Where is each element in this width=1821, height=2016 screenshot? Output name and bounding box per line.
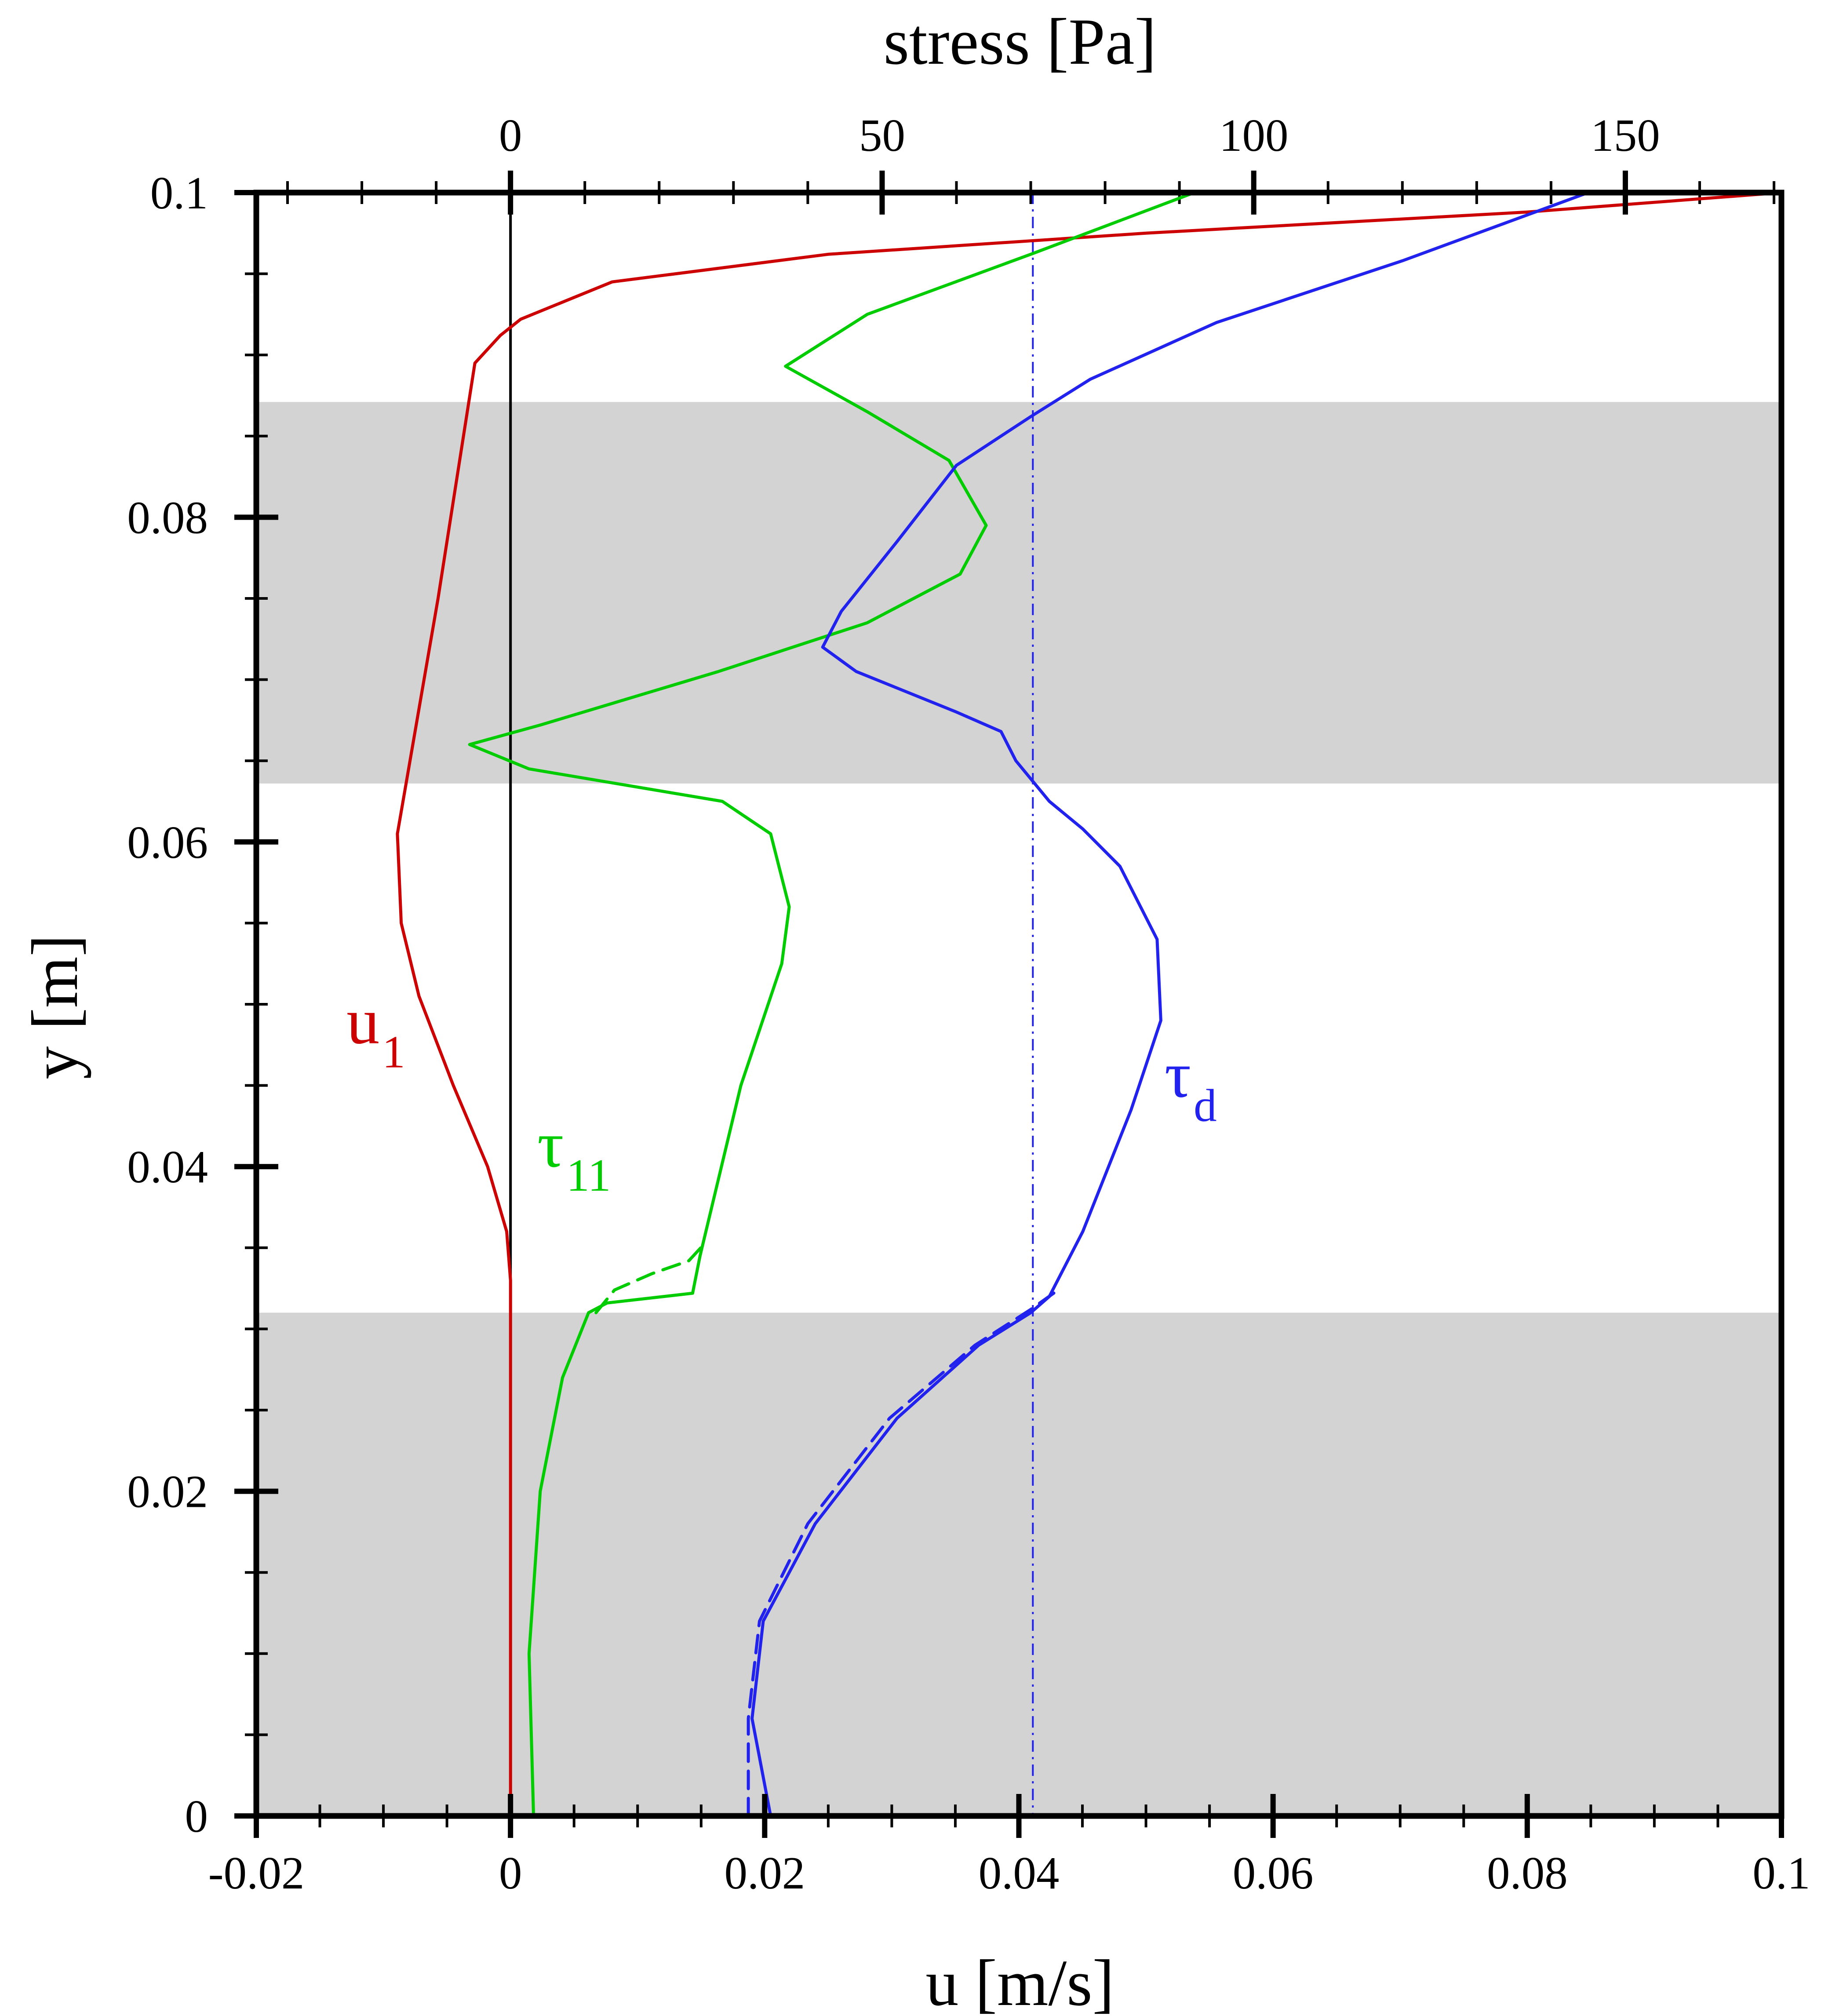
- y-tick-label: 0.04: [127, 1141, 208, 1192]
- series-label-3: τd: [1165, 1038, 1217, 1131]
- y-tick-label: 0.08: [127, 492, 208, 543]
- major-ticks: [234, 171, 1784, 1838]
- series-line-2: [468, 191, 1196, 1818]
- x-tick-label: 0.06: [1233, 1847, 1314, 1899]
- y-tick-label: 0: [185, 1790, 208, 1842]
- y-tick-label: 0.06: [127, 817, 208, 868]
- series-line-3: [750, 191, 1590, 1818]
- x-tick-label: 0.04: [979, 1847, 1060, 1899]
- x2-tick-label: 0: [499, 109, 522, 161]
- x-tick-label: 0.02: [724, 1847, 805, 1899]
- series-label-2: τ11: [537, 1108, 611, 1201]
- shaded-bands: [256, 402, 1781, 1816]
- series-line-4: [594, 1244, 704, 1314]
- x-tick-label: -0.02: [208, 1847, 305, 1899]
- shaded-band-1: [256, 1312, 1781, 1816]
- x-axis-title: u [m/s]: [925, 1947, 1114, 2016]
- y-tick-label: 0.02: [127, 1466, 208, 1517]
- x2-tick-label: 150: [1591, 109, 1660, 161]
- x-tick-label: 0.1: [1752, 1847, 1810, 1899]
- y-axis-title: y [m]: [18, 934, 91, 1079]
- tick-labels: -0.02 0 0.02 0.04 0.06 0.08 0.10 50 100 15000.020…: [127, 109, 1810, 1899]
- series-label-1: u1: [346, 985, 405, 1078]
- x-tick-label: 0.08: [1487, 1847, 1568, 1899]
- series-line-1: [396, 191, 1783, 1818]
- x2-tick-label: 100: [1219, 109, 1289, 161]
- x2-tick-label: 50: [859, 109, 905, 161]
- y-tick-label: 0.1: [150, 167, 208, 219]
- shaded-band-2: [256, 402, 1781, 784]
- x-tick-label: 0: [499, 1847, 522, 1899]
- series-labels: u1 τ11 τd: [346, 985, 1216, 1201]
- series-line-5: [747, 1287, 1062, 1818]
- series-lines: [396, 191, 1783, 1818]
- x2-axis-title: stress [Pa]: [884, 5, 1157, 78]
